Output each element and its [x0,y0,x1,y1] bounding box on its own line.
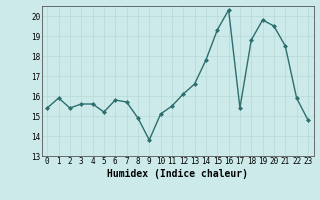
X-axis label: Humidex (Indice chaleur): Humidex (Indice chaleur) [107,169,248,179]
